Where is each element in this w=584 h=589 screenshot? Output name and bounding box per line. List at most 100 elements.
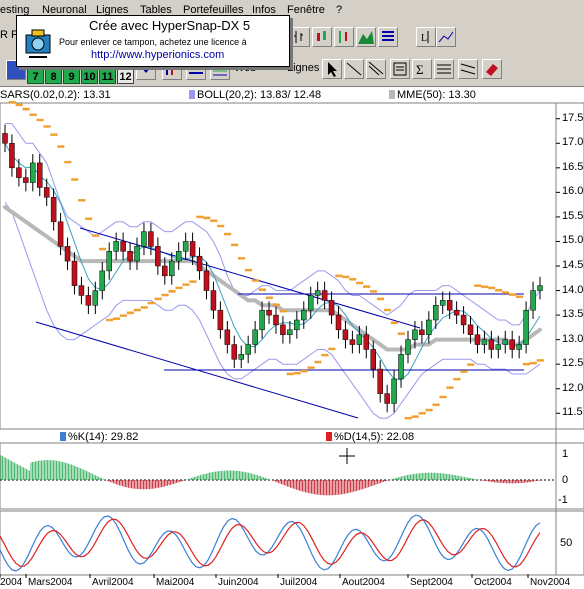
ohlc-color-icon[interactable] (334, 27, 354, 47)
sar-dot (91, 234, 95, 237)
sar-dot (10, 100, 14, 104)
candle-body (182, 241, 189, 252)
menu-item-help[interactable]: ? (336, 4, 343, 16)
trendline-icon[interactable] (344, 59, 364, 79)
candle-body (391, 378, 397, 404)
menu-item-portefeuilles[interactable]: Portefeuilles (183, 4, 244, 16)
sar-dot (538, 358, 542, 362)
scale-icon[interactable]: L (416, 27, 436, 47)
sar-dot (409, 416, 412, 420)
sar-dot (314, 360, 318, 364)
candle-body (495, 344, 502, 350)
period-button-8[interactable]: 8 (45, 68, 62, 84)
sar-dot (358, 281, 362, 285)
mme-line (3, 205, 542, 352)
period-button-9[interactable]: 9 (63, 68, 80, 84)
y-tick-label: 12.5 (562, 357, 584, 370)
sar-dot (397, 332, 401, 336)
x-tick-label: Sept2004 (410, 577, 453, 588)
sar-dot (402, 332, 406, 336)
y-tick-label: 12.0 (562, 381, 584, 394)
mountain-chart-icon[interactable] (356, 27, 376, 47)
d-label: %D(14,5): 22.08 (326, 431, 414, 443)
watermark-url[interactable]: http://www.hyperionics.com (91, 49, 225, 61)
sar-dot (205, 216, 209, 220)
sar-dot (520, 295, 524, 299)
parallel-lines-icon[interactable] (366, 59, 386, 79)
sar-dot (135, 308, 139, 312)
text-tool-icon[interactable] (390, 59, 410, 79)
sars-label: SARS(0.02,0.2): 13.31 (0, 89, 111, 101)
sar-dot (342, 275, 345, 279)
menu-item-tables[interactable]: Tables (140, 4, 172, 16)
candlestick-icon[interactable] (312, 27, 332, 47)
candle-body (162, 265, 168, 277)
eraser-icon[interactable] (482, 59, 502, 79)
sar-dot (497, 288, 501, 292)
k-text: %K(14): 29.82 (68, 431, 139, 443)
sar-dot (170, 289, 174, 293)
sar-dot (228, 232, 232, 236)
menu-item-lignes[interactable]: Lignes (96, 4, 129, 16)
line-draw-icon[interactable] (436, 27, 456, 47)
sar-dot (64, 160, 67, 164)
sar-dot (140, 306, 144, 309)
sar-dot (226, 232, 230, 236)
candle-body (405, 339, 411, 355)
sar-dot (207, 216, 211, 220)
toolbar-left-fragment: R F (0, 29, 18, 41)
period-button-10[interactable]: 10 (81, 68, 98, 84)
sar-dot (156, 297, 160, 301)
x-tick-label: 2004 (0, 577, 23, 588)
candle-body (342, 329, 349, 340)
macd-tick-neg1: -1 (558, 494, 568, 506)
y-tick-label: 15.5 (562, 209, 584, 222)
sar-dot (511, 293, 514, 297)
sar-dot (210, 219, 213, 223)
sar-dot (446, 386, 450, 390)
candle-body (314, 290, 321, 296)
period-button-7[interactable]: 7 (27, 68, 44, 84)
candle-body (294, 319, 300, 331)
sar-dot (22, 107, 26, 111)
menu-item-testing[interactable]: esting (0, 4, 30, 16)
sar-dot (494, 288, 498, 292)
bar-chart-icon[interactable] (290, 27, 310, 47)
candle-body (16, 167, 22, 178)
sar-dot (122, 314, 125, 318)
sar-dot (105, 318, 109, 322)
candle-body (453, 309, 460, 316)
sar-dot (522, 362, 526, 366)
candle-body (64, 246, 71, 262)
sar-dot (504, 291, 507, 294)
period-button-11[interactable]: 11 (99, 68, 116, 84)
candle-body (460, 314, 467, 326)
list-icon[interactable] (378, 27, 398, 47)
y-tick-label: 13.0 (562, 332, 584, 345)
sar-dot (52, 133, 56, 137)
sar-dot (256, 279, 260, 282)
menu-item-fenetre[interactable]: Fenêtre (287, 4, 325, 16)
candle-body (196, 255, 203, 272)
candle-body (189, 241, 196, 257)
menu-item-infos[interactable]: Infos (252, 4, 276, 16)
sar-dot (464, 370, 468, 373)
x-tick-label: Mars2004 (28, 577, 73, 588)
sar-dot (300, 369, 304, 373)
candle-body (446, 300, 453, 311)
candle-body (307, 295, 314, 311)
y-tick-label: 11.5 (562, 406, 583, 419)
sigma-icon[interactable]: Σ (412, 59, 432, 79)
sar-dot (203, 216, 206, 220)
sar-dot (96, 234, 100, 237)
sar-dot (163, 293, 167, 297)
candle-body (266, 309, 272, 316)
period-button-12[interactable]: 12 (117, 68, 134, 84)
channel-icon[interactable] (458, 59, 478, 79)
cursor-icon[interactable] (322, 59, 342, 79)
sar-dot (286, 372, 290, 376)
horizontal-lines-icon[interactable] (434, 59, 454, 79)
menu-item-neuronal[interactable]: Neuronal (42, 4, 87, 16)
sar-dot (344, 275, 348, 279)
